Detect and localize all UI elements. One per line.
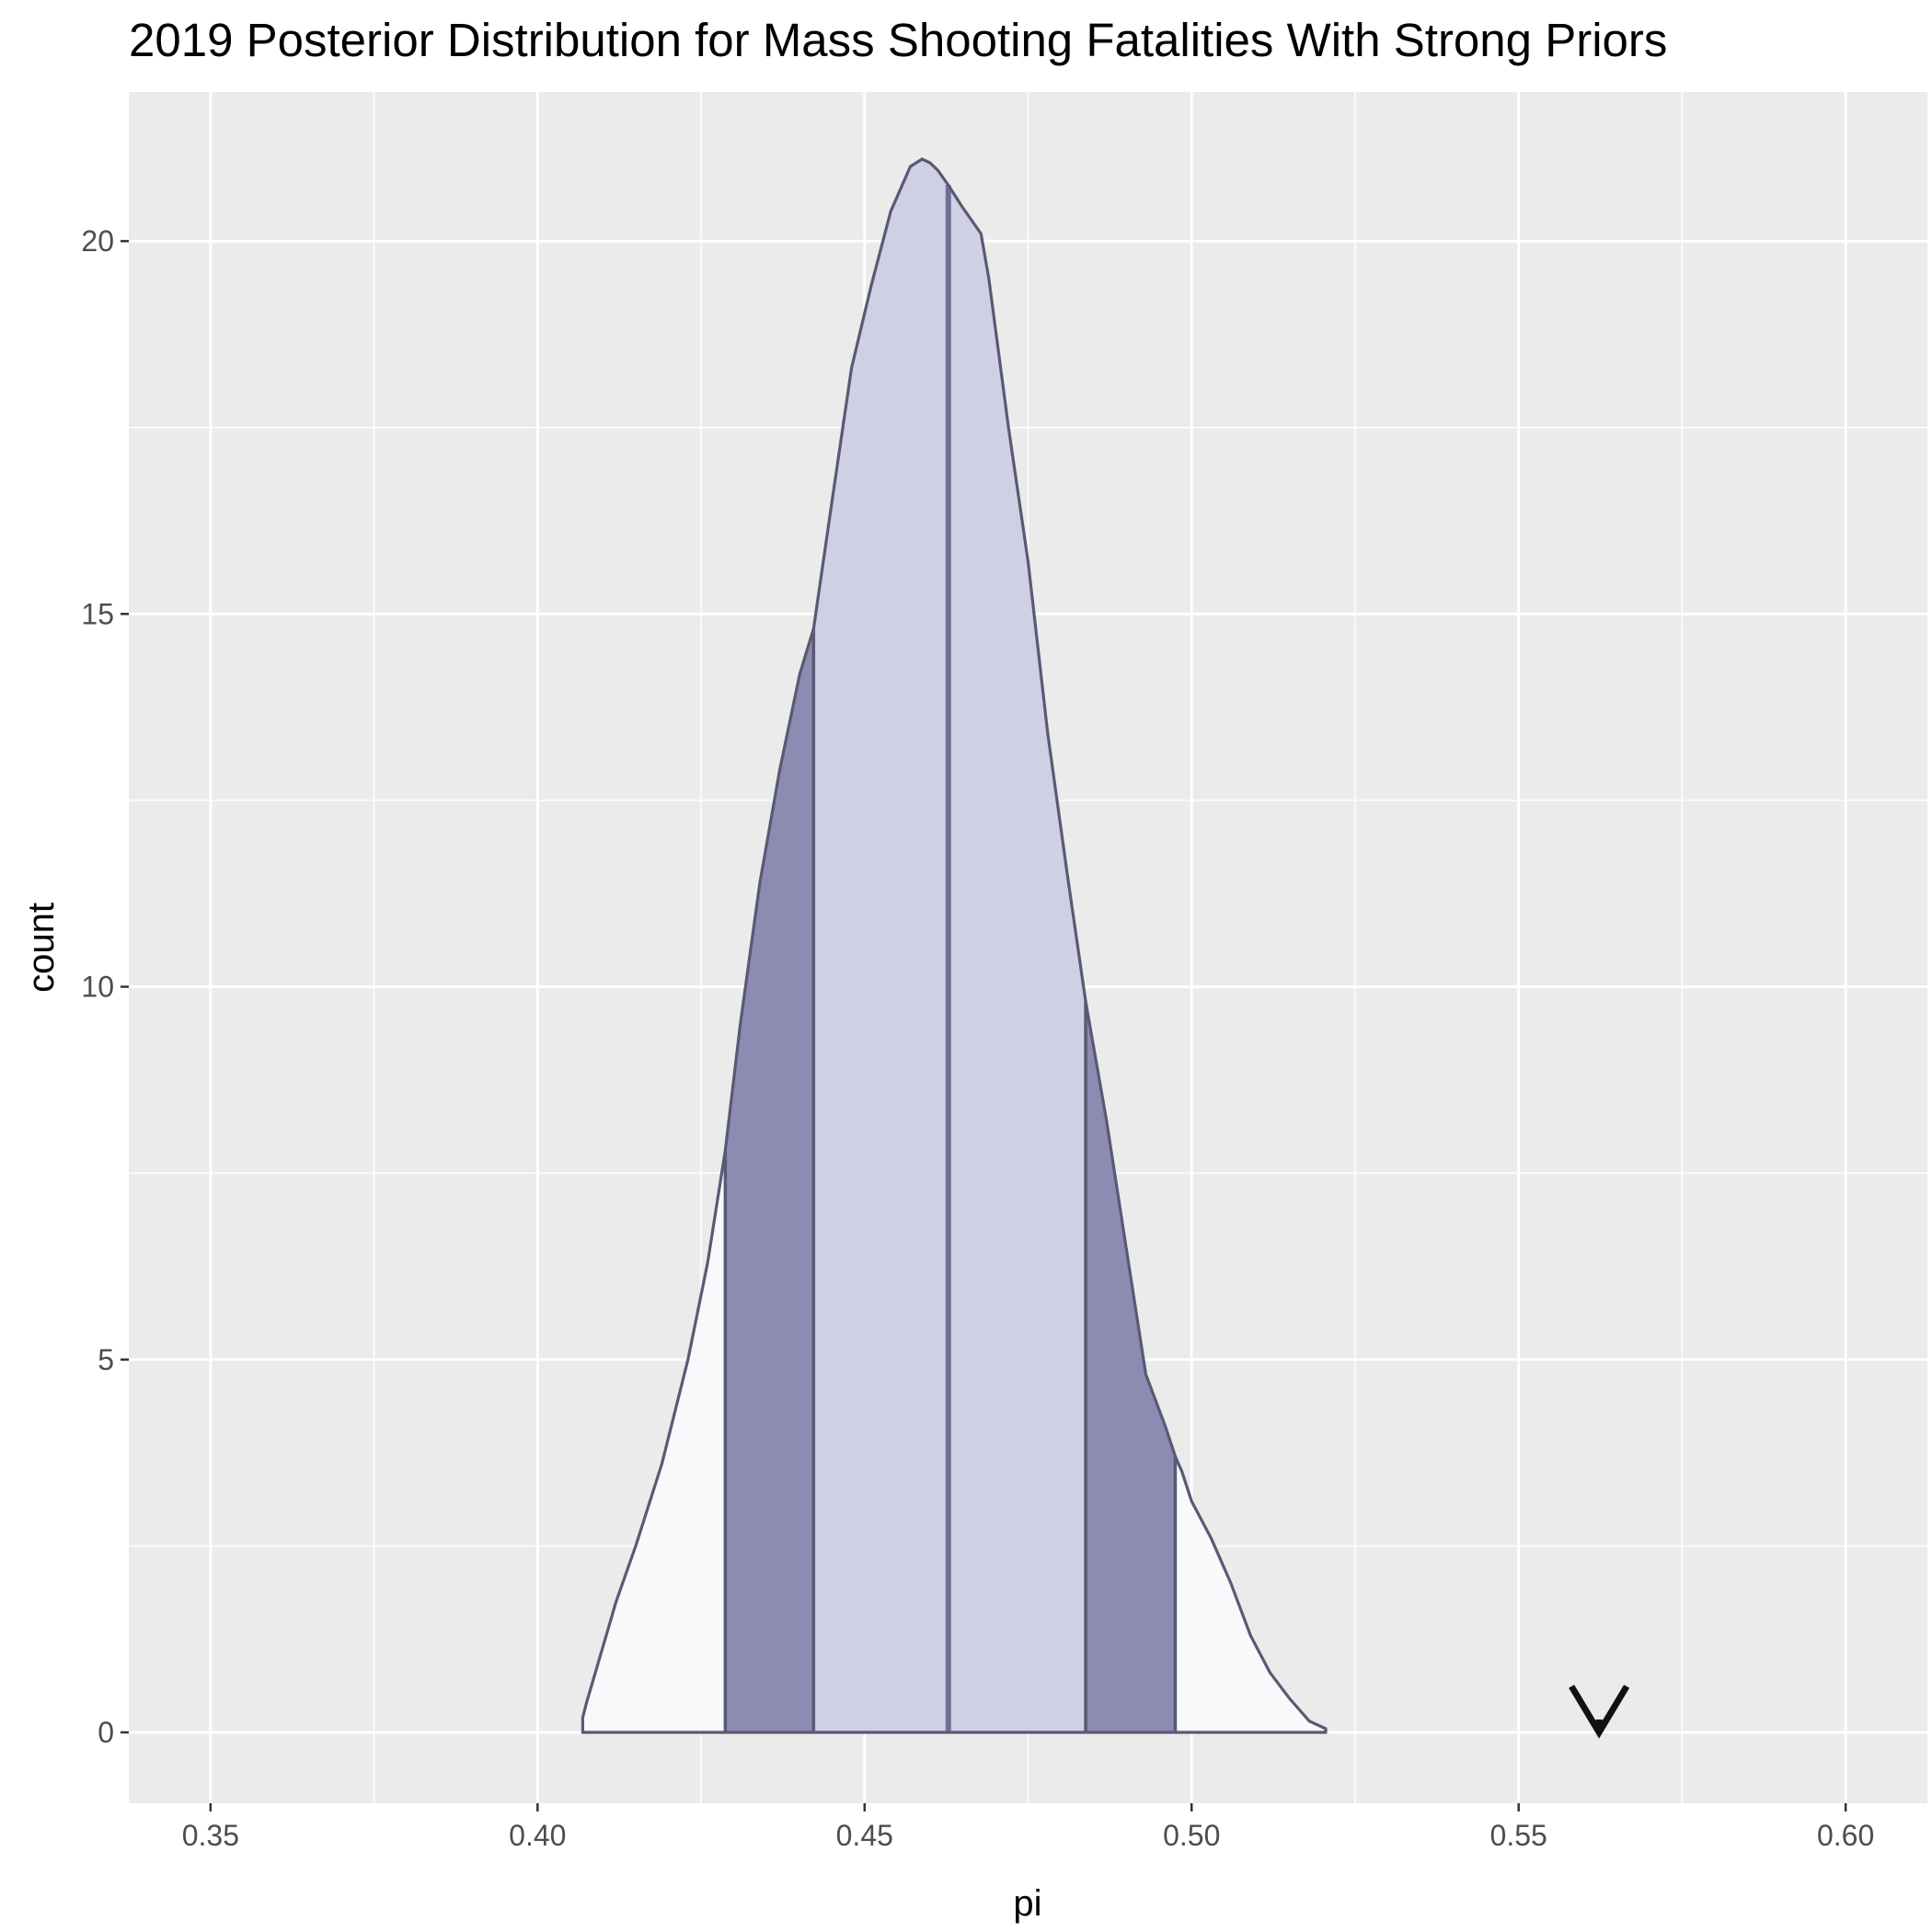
- x-tick-label: 0.60: [1817, 1819, 1874, 1852]
- y-tick-label: 0: [98, 1716, 114, 1749]
- x-tick-label: 0.45: [836, 1819, 893, 1852]
- chart-title: 2019 Posterior Distribution for Mass Sho…: [129, 14, 1668, 66]
- density-region-1: [725, 628, 814, 1732]
- x-tick-label: 0.55: [1490, 1819, 1547, 1852]
- axes: 0.35 0.40 0.45 0.50 0.55 0.60 0 5 10 15 20: [81, 224, 1874, 1852]
- observed-marker: [1569, 1685, 1630, 1739]
- y-axis-title: count: [21, 903, 62, 993]
- density-region-3: [1086, 1001, 1176, 1732]
- density-outline: [581, 157, 1328, 1734]
- density-region-0: [582, 1150, 726, 1732]
- density-region-4: [1175, 1456, 1326, 1732]
- density-curve: [581, 157, 1328, 1734]
- x-tick-label: 0.40: [509, 1819, 566, 1852]
- y-tick-label: 15: [81, 597, 114, 630]
- density-regions: [582, 158, 1326, 1732]
- y-tick-label: 10: [81, 971, 114, 1004]
- x-tick-label: 0.35: [182, 1819, 239, 1852]
- observed-value-marker: [1569, 1685, 1630, 1739]
- x-tick-label: 0.50: [1163, 1819, 1220, 1852]
- interval-lines: [723, 185, 1178, 1733]
- x-axis-title: pi: [1013, 1883, 1041, 1924]
- y-tick-label: 20: [81, 224, 114, 258]
- y-tick-label: 5: [98, 1343, 114, 1376]
